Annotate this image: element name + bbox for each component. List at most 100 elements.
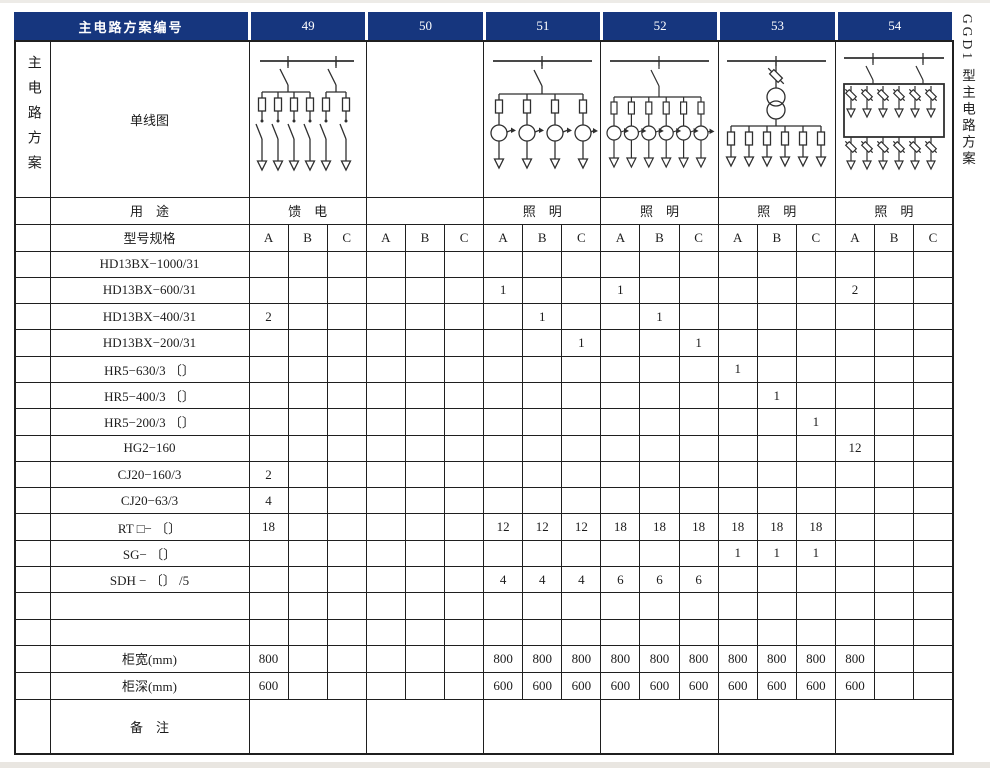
spec-table-row: CJ20−160/3 2 — [14, 460, 954, 489]
qty-cell — [874, 487, 915, 515]
qty-cell — [834, 618, 876, 646]
qty-cell — [443, 644, 485, 673]
left-gutter-cell — [14, 487, 51, 515]
subcol-a: A — [600, 223, 641, 252]
usage-cell-51: 照 明 — [483, 196, 602, 225]
qty-cell: 12 — [561, 513, 602, 541]
qty-cell: 4 — [561, 566, 602, 594]
qty-cell — [913, 408, 954, 436]
qty-cell — [404, 303, 445, 331]
qty-cell — [404, 434, 445, 462]
qty-cell — [483, 303, 524, 331]
qty-cell — [522, 408, 563, 436]
qty-cell — [404, 460, 445, 489]
spec-table-row: SDH − 〔〕 /5 4 4 4 6 6 6 — [14, 566, 954, 594]
qty-cell: 1 — [717, 355, 758, 383]
subcol-c: C — [443, 223, 485, 252]
qty-cell — [795, 303, 836, 331]
qty-cell — [248, 329, 289, 357]
qty-cell — [717, 381, 758, 410]
qty-cell — [913, 618, 954, 646]
subcol-b: B — [522, 223, 563, 252]
spec-table-row: HD13BX−600/31 1 1 2 — [14, 276, 954, 305]
usage-cell-52: 照 明 — [600, 196, 719, 225]
subcol-b: B — [756, 223, 797, 252]
qty-cell — [443, 460, 485, 489]
qty-cell — [522, 460, 563, 489]
qty-cell — [365, 355, 406, 383]
qty-cell — [561, 434, 602, 462]
qty-cell — [795, 276, 836, 305]
qty-cell: 4 — [483, 566, 524, 594]
qty-cell — [678, 460, 719, 489]
spec-table-row: HR5−630/3 〔〕 1 — [14, 355, 954, 383]
spec-table-row: HG2−160 12 — [14, 434, 954, 462]
qty-cell — [717, 276, 758, 305]
qty-cell: 600 — [678, 671, 719, 700]
qty-cell: 600 — [834, 671, 876, 700]
usage-cell-53: 照 明 — [717, 196, 836, 225]
qty-cell — [365, 671, 406, 700]
qty-cell: 800 — [756, 644, 797, 673]
qty-cell: 800 — [834, 644, 876, 673]
qty-cell — [365, 618, 406, 646]
qty-cell — [326, 276, 367, 305]
qty-cell — [248, 592, 289, 620]
qty-cell: 600 — [561, 671, 602, 700]
qty-cell — [561, 487, 602, 515]
diagram-cell-51 — [483, 40, 602, 198]
qty-cell — [326, 408, 367, 436]
qty-cell — [326, 355, 367, 383]
diagram-cell-52 — [600, 40, 719, 198]
qty-cell — [287, 276, 328, 305]
qty-cell — [874, 434, 915, 462]
qty-cell: 2 — [248, 303, 289, 331]
qty-cell — [756, 250, 797, 278]
row-label: HD13BX−400/31 — [49, 303, 250, 331]
qty-cell — [874, 592, 915, 620]
row-label: HG2−160 — [49, 434, 250, 462]
qty-cell: 800 — [483, 644, 524, 673]
single-line-diagram-51-icon — [490, 56, 598, 170]
qty-cell: 800 — [678, 644, 719, 673]
spec-row-label: 型号规格 — [49, 223, 250, 252]
qty-cell — [913, 487, 954, 515]
qty-cell: 1 — [600, 276, 641, 305]
left-gutter-cell — [14, 408, 51, 436]
qty-cell — [365, 487, 406, 515]
qty-cell — [443, 381, 485, 410]
qty-cell — [248, 566, 289, 594]
row-label: HD13BX−200/31 — [49, 329, 250, 357]
qty-cell — [326, 671, 367, 700]
qty-cell — [874, 618, 915, 646]
size-rows-body: 柜宽(mm) 800 800 800 800 800 800 800 800 800 800 800 柜… — [14, 644, 954, 700]
scheme-number-49: 49 — [248, 12, 366, 40]
remark-section: 备 注 — [14, 698, 954, 755]
qty-cell: 600 — [795, 671, 836, 700]
qty-cell: 2 — [248, 460, 289, 489]
qty-cell — [874, 513, 915, 541]
qty-cell — [365, 539, 406, 568]
qty-cell: 12 — [483, 513, 524, 541]
qty-cell — [248, 355, 289, 383]
qty-cell — [834, 513, 876, 541]
qty-cell — [913, 644, 954, 673]
qty-cell — [287, 250, 328, 278]
qty-cell — [443, 329, 485, 357]
qty-cell — [834, 381, 876, 410]
left-gutter-cell — [14, 223, 51, 252]
qty-cell — [326, 644, 367, 673]
single-line-diagram-53-icon — [725, 56, 827, 168]
subcol-b: B — [639, 223, 680, 252]
qty-cell: 18 — [717, 513, 758, 541]
qty-cell: 600 — [483, 671, 524, 700]
qty-cell: 6 — [600, 566, 641, 594]
qty-cell — [717, 408, 758, 436]
qty-cell: 4 — [522, 566, 563, 594]
row-label: SDH − 〔〕 /5 — [49, 566, 250, 594]
qty-cell — [404, 671, 445, 700]
subcol-c: C — [795, 223, 836, 252]
qty-cell — [365, 408, 406, 436]
qty-cell — [639, 250, 680, 278]
remark-row-label: 备 注 — [49, 698, 250, 755]
